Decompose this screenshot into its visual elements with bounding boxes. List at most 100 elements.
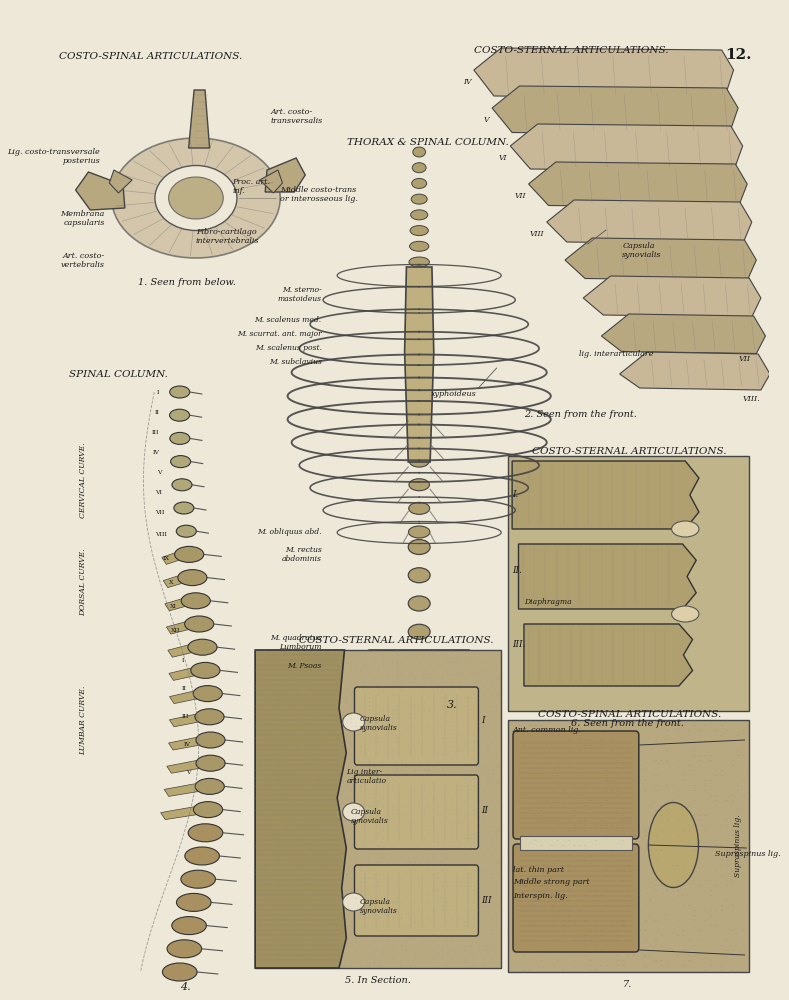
Ellipse shape bbox=[408, 624, 430, 639]
Text: lig. interarticulare: lig. interarticulare bbox=[578, 350, 653, 358]
Text: M. Psoas: M. Psoas bbox=[287, 662, 322, 670]
Text: DORSAL CURVE.: DORSAL CURVE. bbox=[79, 548, 87, 616]
Ellipse shape bbox=[412, 178, 427, 188]
Ellipse shape bbox=[408, 540, 430, 554]
Ellipse shape bbox=[410, 313, 428, 325]
Ellipse shape bbox=[174, 502, 194, 514]
Text: COSTO-STERNAL ARTICULATIONS.: COSTO-STERNAL ARTICULATIONS. bbox=[533, 447, 727, 456]
Ellipse shape bbox=[342, 893, 365, 911]
Ellipse shape bbox=[409, 257, 429, 267]
Text: IV: IV bbox=[462, 78, 471, 86]
Ellipse shape bbox=[410, 337, 428, 349]
Polygon shape bbox=[255, 650, 346, 968]
Ellipse shape bbox=[342, 803, 365, 821]
Polygon shape bbox=[169, 736, 206, 750]
FancyBboxPatch shape bbox=[354, 865, 478, 936]
Text: I: I bbox=[181, 658, 184, 662]
Polygon shape bbox=[166, 620, 195, 634]
Text: Middle strong part: Middle strong part bbox=[513, 878, 589, 886]
Text: xyphoideus: xyphoideus bbox=[431, 390, 477, 398]
Ellipse shape bbox=[410, 361, 428, 373]
Text: IV: IV bbox=[153, 450, 160, 454]
Ellipse shape bbox=[170, 409, 189, 421]
Ellipse shape bbox=[195, 709, 224, 725]
Text: 2. Seen from the front.: 2. Seen from the front. bbox=[524, 410, 637, 419]
Polygon shape bbox=[601, 314, 765, 354]
Ellipse shape bbox=[170, 386, 190, 398]
Ellipse shape bbox=[191, 662, 220, 678]
Text: I.: I. bbox=[512, 490, 518, 499]
Polygon shape bbox=[169, 666, 201, 680]
Ellipse shape bbox=[409, 241, 429, 251]
Ellipse shape bbox=[409, 526, 430, 538]
Text: 5. In Section.: 5. In Section. bbox=[346, 976, 411, 985]
Ellipse shape bbox=[188, 639, 217, 655]
Polygon shape bbox=[565, 238, 757, 280]
Text: COSTO-SPINAL ARTICULATIONS.: COSTO-SPINAL ARTICULATIONS. bbox=[58, 52, 242, 61]
Ellipse shape bbox=[649, 802, 698, 888]
Polygon shape bbox=[189, 90, 210, 148]
Polygon shape bbox=[170, 713, 205, 727]
Text: II: II bbox=[182, 686, 187, 690]
Text: I: I bbox=[157, 389, 159, 394]
Ellipse shape bbox=[169, 177, 223, 219]
Text: Ant. common lig.: Ant. common lig. bbox=[513, 726, 582, 734]
Ellipse shape bbox=[411, 266, 428, 278]
Text: 7.: 7. bbox=[623, 980, 633, 989]
Polygon shape bbox=[547, 200, 752, 244]
Text: I: I bbox=[481, 716, 484, 725]
Text: II: II bbox=[481, 806, 488, 815]
Ellipse shape bbox=[193, 686, 222, 702]
Polygon shape bbox=[510, 124, 742, 171]
Ellipse shape bbox=[172, 479, 192, 491]
Text: II.: II. bbox=[512, 566, 522, 575]
Ellipse shape bbox=[111, 138, 280, 258]
Polygon shape bbox=[168, 643, 198, 657]
Text: XII: XII bbox=[170, 628, 180, 633]
Ellipse shape bbox=[170, 456, 191, 468]
Polygon shape bbox=[170, 690, 204, 704]
Polygon shape bbox=[76, 172, 125, 210]
Ellipse shape bbox=[176, 525, 196, 537]
Ellipse shape bbox=[196, 755, 225, 771]
Text: V: V bbox=[157, 470, 161, 475]
Text: lat. thin part: lat. thin part bbox=[513, 866, 564, 874]
Polygon shape bbox=[162, 550, 185, 564]
Polygon shape bbox=[474, 48, 734, 98]
Text: 6. Seen from the front.: 6. Seen from the front. bbox=[571, 719, 684, 728]
Text: M. scalenus med.: M. scalenus med. bbox=[255, 316, 322, 324]
Text: M. obliquus abd.: M. obliquus abd. bbox=[257, 528, 322, 536]
Text: VIII: VIII bbox=[155, 532, 166, 536]
Text: COSTO-STERNAL ARTICULATIONS.: COSTO-STERNAL ARTICULATIONS. bbox=[299, 636, 494, 645]
Ellipse shape bbox=[342, 713, 365, 731]
Polygon shape bbox=[518, 544, 696, 609]
Text: VIII.: VIII. bbox=[742, 395, 761, 403]
Text: M. quadratus
Lumborum: M. quadratus Lumborum bbox=[270, 634, 322, 651]
FancyBboxPatch shape bbox=[354, 687, 478, 765]
Ellipse shape bbox=[671, 606, 699, 622]
Ellipse shape bbox=[408, 652, 430, 668]
Ellipse shape bbox=[193, 802, 222, 818]
Polygon shape bbox=[583, 276, 761, 317]
Polygon shape bbox=[265, 158, 305, 192]
Text: THORAX & SPINAL COLUMN.: THORAX & SPINAL COLUMN. bbox=[347, 138, 509, 147]
Text: VI: VI bbox=[499, 154, 507, 162]
Text: M. subclavius: M. subclavius bbox=[269, 358, 322, 366]
Text: 3.: 3. bbox=[447, 700, 457, 710]
Ellipse shape bbox=[170, 432, 190, 444]
Text: COSTO-SPINAL ARTICULATIONS.: COSTO-SPINAL ARTICULATIONS. bbox=[538, 710, 721, 719]
Ellipse shape bbox=[409, 384, 428, 396]
Polygon shape bbox=[619, 352, 770, 390]
Ellipse shape bbox=[413, 163, 426, 173]
Bar bbox=[520, 836, 631, 850]
Ellipse shape bbox=[196, 732, 225, 748]
Text: IX: IX bbox=[163, 556, 170, 560]
Bar bbox=[507, 456, 749, 711]
Text: M. scurrat. ant. major: M. scurrat. ant. major bbox=[237, 330, 322, 338]
Text: VIII: VIII bbox=[529, 230, 544, 238]
Ellipse shape bbox=[185, 616, 214, 632]
Text: Diaphragma: Diaphragma bbox=[524, 598, 571, 606]
Text: Middle costo-trans
or interosseous lig.: Middle costo-trans or interosseous lig. bbox=[280, 186, 357, 203]
Polygon shape bbox=[166, 759, 206, 773]
Polygon shape bbox=[165, 597, 191, 611]
